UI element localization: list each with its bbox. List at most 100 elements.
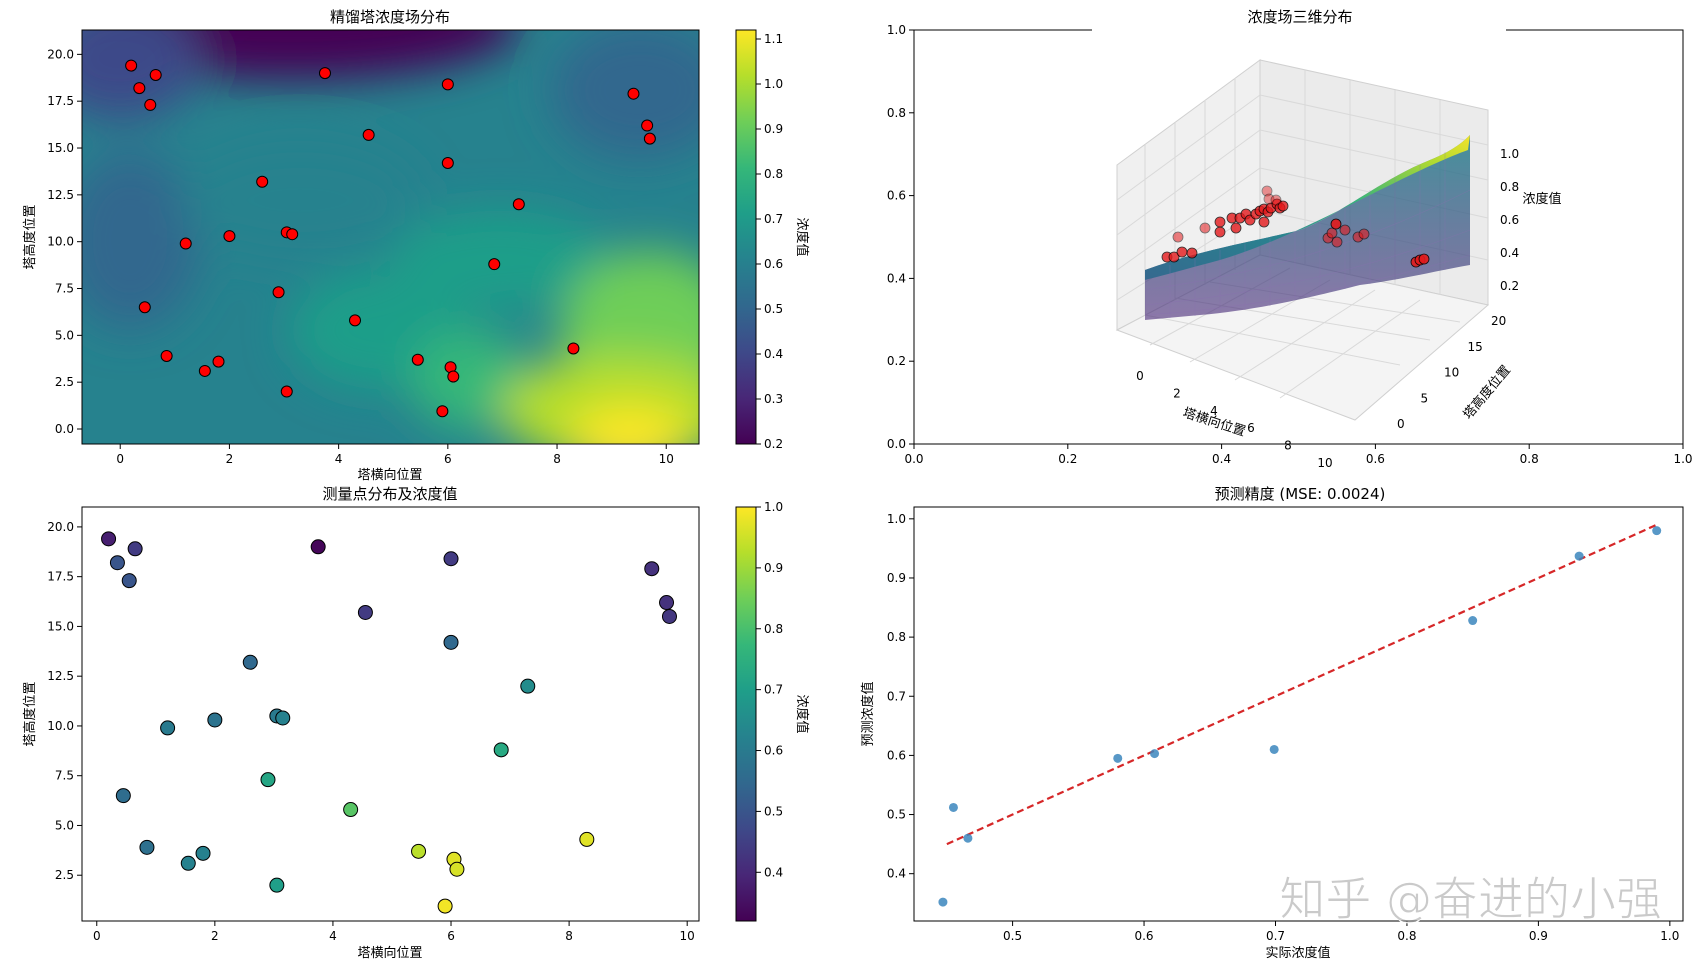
heatmap-marker bbox=[198, 364, 211, 377]
scatter-marker bbox=[443, 551, 459, 567]
surface-xtick-label: 10 bbox=[1317, 456, 1332, 470]
scatter-marker bbox=[493, 742, 509, 758]
scatter-marker bbox=[343, 802, 359, 818]
heatmap-axes-frame bbox=[81, 29, 700, 445]
prediction-ytick-label: 0.6 bbox=[887, 748, 906, 762]
prediction-xtick-label: 1.0 bbox=[1660, 929, 1679, 943]
scatter-marker bbox=[160, 720, 176, 736]
scatter-marker bbox=[411, 843, 427, 859]
surface-point bbox=[1339, 224, 1351, 236]
scatter-marker bbox=[195, 845, 211, 861]
surface-3d-ticks: 0 2 4 6 8 10 0 5 10 15 20 0.2 0.4 0.6 0.8 1.0 bbox=[1136, 147, 1519, 470]
surface-xtick-label: 6 bbox=[1247, 421, 1255, 435]
heatmap-ticks: 0 2 4 6 8 10 0.0 2.5 5.0 7.5 10.0 12.5 15.0 17.5 20.0 bbox=[47, 47, 674, 466]
surface-point bbox=[1277, 200, 1289, 212]
scatter-marker bbox=[109, 555, 125, 571]
scatter-marker bbox=[661, 608, 677, 624]
surface-outer-xtick-label: 0.8 bbox=[1520, 452, 1539, 466]
surface-point bbox=[1176, 246, 1188, 258]
surface-ylabel: 塔高度位置 bbox=[1460, 362, 1514, 422]
scatter-marker bbox=[269, 877, 285, 893]
surface-outer-ytick-label: 0.2 bbox=[887, 354, 906, 368]
surface-outer-ytick-label: 1.0 bbox=[887, 23, 906, 37]
prediction-xtick-label: 0.8 bbox=[1397, 929, 1416, 943]
heatmap-cbar-tick-label: 0.6 bbox=[764, 257, 783, 271]
surface-ztick-label: 0.2 bbox=[1500, 279, 1519, 293]
prediction-marker bbox=[963, 833, 973, 843]
scatter-ytick-label: 5.0 bbox=[55, 818, 74, 832]
heatmap-marker bbox=[256, 175, 269, 188]
heatmap-xtick-label: 2 bbox=[226, 452, 234, 466]
heatmap-markers bbox=[125, 59, 656, 418]
surface-outer-ytick-label: 0.4 bbox=[887, 271, 906, 285]
heatmap-xlabel: 塔横向位置 bbox=[357, 467, 422, 483]
heatmap-marker bbox=[362, 128, 375, 141]
prediction-ytick-label: 0.7 bbox=[887, 689, 906, 703]
heatmap-marker bbox=[179, 237, 192, 250]
surface-ytick-label: 0 bbox=[1397, 417, 1405, 431]
heatmap-marker bbox=[643, 132, 656, 145]
heatmap-cbar-tick-label: 0.4 bbox=[764, 347, 783, 361]
heatmap-marker bbox=[447, 370, 460, 383]
surface-outer-ytick-label: 0.6 bbox=[887, 189, 906, 203]
heatmap-xtick-label: 6 bbox=[444, 452, 452, 466]
prediction-title: 预测精度 (MSE: 0.0024) bbox=[1215, 485, 1386, 503]
scatter-cbar-tick-label: 0.5 bbox=[764, 804, 783, 818]
surface-outer-xtick-label: 0.6 bbox=[1366, 452, 1385, 466]
prediction-ytick-label: 0.8 bbox=[887, 630, 906, 644]
heatmap-cbar-tick-label: 0.5 bbox=[764, 302, 783, 316]
scatter-xtick-label: 6 bbox=[447, 929, 455, 943]
heatmap-marker bbox=[272, 286, 285, 299]
surface-outer-xtick-label: 0.2 bbox=[1058, 452, 1077, 466]
prediction-ytick-label: 0.4 bbox=[887, 867, 906, 881]
heatmap-marker bbox=[349, 314, 362, 327]
heatmap-cbar-tick-label: 0.3 bbox=[764, 392, 783, 406]
prediction-xlabel: 实际浓度值 bbox=[1265, 945, 1330, 961]
prediction-ylabel: 预测浓度值 bbox=[860, 681, 876, 746]
surface-point bbox=[1330, 218, 1342, 230]
scatter-marker bbox=[644, 561, 660, 577]
scatter-title: 测量点分布及浓度值 bbox=[322, 485, 457, 503]
scatter-ytick-label: 10.0 bbox=[47, 719, 74, 733]
surface-scatter-points bbox=[1161, 185, 1430, 268]
heatmap-colorbar bbox=[735, 29, 757, 445]
surface-ytick-label: 20 bbox=[1491, 314, 1506, 328]
heatmap-xtick-label: 4 bbox=[335, 452, 343, 466]
prediction-ytick-label: 0.9 bbox=[887, 571, 906, 585]
surface-outer-ytick-label: 0.0 bbox=[887, 437, 906, 451]
scatter-ytick-label: 15.0 bbox=[47, 619, 74, 633]
surface-xtick-label: 2 bbox=[1173, 386, 1181, 400]
heatmap-marker bbox=[411, 353, 424, 366]
heatmap-marker bbox=[138, 301, 151, 314]
prediction-xtick-label: 0.5 bbox=[1003, 929, 1022, 943]
scatter-marker bbox=[579, 831, 595, 847]
scatter-cbar-tick-label: 1.0 bbox=[764, 500, 783, 514]
scatter-marker bbox=[520, 678, 536, 694]
scatter-marker bbox=[449, 861, 465, 877]
prediction-marker bbox=[1652, 526, 1662, 536]
heatmap-marker bbox=[641, 119, 654, 132]
panel-prediction: 预测精度 (MSE: 0.0024) 0.5 0.6 0.7 0.8 0.9 1.0 0.4… bbox=[860, 485, 1684, 961]
heatmap-marker bbox=[149, 68, 162, 81]
surface-xtick-label: 8 bbox=[1284, 439, 1292, 453]
scatter-marker bbox=[275, 710, 291, 726]
heatmap-marker bbox=[280, 385, 293, 398]
surface-ytick-label: 5 bbox=[1421, 391, 1429, 405]
heatmap-marker bbox=[212, 355, 225, 368]
surface-title: 浓度场三维分布 bbox=[1247, 8, 1352, 26]
surface-outer-xtick-label: 0.4 bbox=[1212, 452, 1231, 466]
surface-point bbox=[1172, 231, 1184, 243]
panel-heatmap: 精馏塔浓度场分布 0 2 4 6 8 10 0.0 2.5 5.0 7.5 10.0 12.5 15.0… bbox=[22, 8, 810, 483]
surface-point bbox=[1261, 185, 1273, 197]
scatter-colorbar bbox=[735, 506, 757, 922]
heatmap-ylabel: 塔高度位置 bbox=[22, 204, 38, 269]
scatter-xtick-label: 10 bbox=[680, 929, 695, 943]
scatter-xtick-label: 8 bbox=[565, 929, 573, 943]
scatter-marker bbox=[101, 531, 117, 547]
surface-zlabel: 浓度值 bbox=[1522, 191, 1561, 207]
scatter-marker bbox=[180, 855, 196, 871]
scatter-marker bbox=[443, 634, 459, 650]
prediction-markers bbox=[938, 526, 1662, 907]
surface-ztick-label: 0.6 bbox=[1500, 213, 1519, 227]
scatter-ytick-label: 17.5 bbox=[47, 570, 74, 584]
